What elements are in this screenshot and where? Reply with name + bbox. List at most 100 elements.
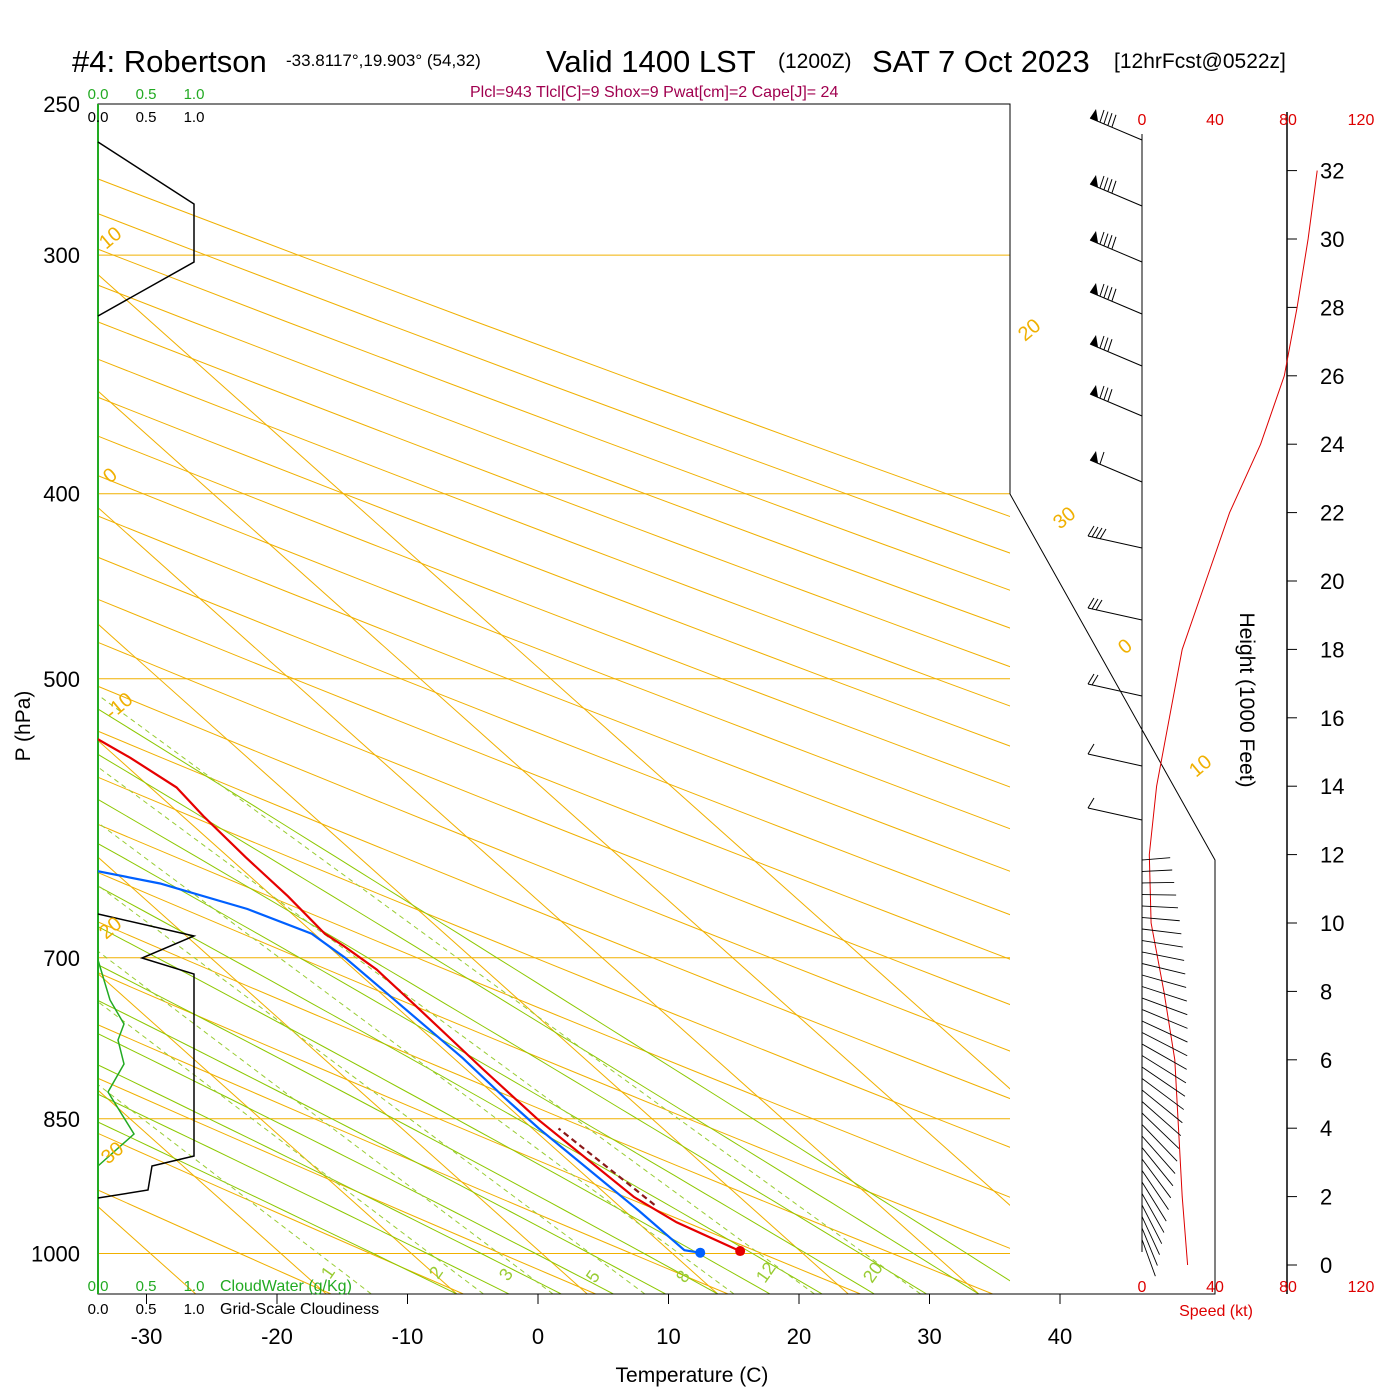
cloudwater-tick-top: 0.0: [88, 86, 109, 103]
wind-barb-low: [1141, 1147, 1174, 1187]
isotherm-line: [98, 739, 719, 1294]
dry-adiabat: [98, 178, 1010, 518]
wind-barb-flag: [1090, 231, 1098, 243]
dry-adiabat: [98, 685, 1010, 1052]
x-tick-label: 10: [656, 1324, 680, 1349]
wind-barb-low: [1141, 986, 1187, 1002]
wind-barb-line: [1099, 175, 1105, 189]
mixing-ratio-line: [98, 1084, 372, 1294]
wind-barb-low: [1141, 963, 1186, 975]
x-tick-label: -10: [392, 1324, 424, 1349]
dry-adiabat: [98, 475, 1010, 830]
mixing-ratio-line: [98, 694, 921, 1294]
wind-barb-line: [1107, 235, 1113, 248]
x-tick-label: 0: [532, 1324, 544, 1349]
wind-barb-line: [1099, 335, 1105, 349]
dry-adiabat: [98, 435, 1010, 788]
temperature-profile: [98, 738, 741, 1253]
dry-adiabat: [98, 556, 1010, 916]
wind-barb-low: [1141, 1204, 1163, 1244]
dewpoint-surface-marker: [695, 1247, 706, 1258]
x-tick-label: 40: [1048, 1324, 1072, 1349]
mixing-ratio-label: 20: [859, 1258, 887, 1286]
wind-barb-line: [1087, 673, 1095, 685]
wind-barb-staff: [1087, 683, 1143, 697]
moist-adiabat: [98, 999, 666, 1294]
wind-barb-low: [1141, 1239, 1156, 1277]
speed-tick-top: 120: [1348, 112, 1375, 129]
dry-adiabat: [98, 358, 1010, 707]
mixing-ratio-line: [98, 1001, 484, 1294]
moist-adiabat: [98, 1033, 614, 1294]
wind-barb-line: [1107, 179, 1113, 192]
speed-tick-top: 40: [1206, 112, 1224, 129]
plot-area-lines: [98, 104, 1010, 1294]
wind-barb-line: [1095, 599, 1103, 611]
y-tick-label: 400: [43, 482, 80, 507]
wind-barb-low: [1141, 997, 1188, 1016]
height-tick-label: 4: [1320, 1116, 1332, 1141]
x-tick-label: -30: [131, 1324, 163, 1349]
cloudwater-tick-bottom: 0.0: [88, 1278, 109, 1295]
moist-adiabat: [98, 1064, 562, 1294]
height-axis-title: Height (1000 Feet): [1235, 612, 1258, 787]
wind-barb-line: [1091, 598, 1099, 610]
moist-adiabat: [98, 1093, 510, 1294]
height-tick-label: 32: [1320, 159, 1344, 184]
wind-barb-low: [1141, 1078, 1185, 1110]
mixing-ratio-label: 3: [495, 1265, 517, 1285]
height-tick-label: 2: [1320, 1185, 1332, 1210]
dry-adiabat-label: -10: [101, 688, 137, 723]
wind-barb-low: [1141, 1112, 1180, 1149]
wind-barb-line: [1111, 114, 1117, 127]
wind-barb-line: [1091, 526, 1099, 538]
sounding-profiles: [98, 738, 746, 1258]
wind-barb-low: [1141, 974, 1187, 988]
dry-adiabat: [98, 248, 1010, 591]
background-lines: [97, 103, 1216, 1295]
title-zulu: (1200Z): [778, 50, 852, 73]
wind-barb-flag: [1090, 451, 1098, 463]
wind-barb-line: [1107, 113, 1113, 126]
cloudiness-tick-bottom: 1.0: [184, 1301, 205, 1318]
wind-barb-staff: [1089, 459, 1143, 483]
moist-adiabat: [98, 753, 980, 1294]
y-tick-label: 700: [43, 946, 80, 971]
moist-adiabat: [98, 843, 875, 1294]
wind-barb-low: [1141, 1101, 1182, 1137]
moist-adiabat: [98, 964, 719, 1294]
cloudwater-tick-top: 0.5: [136, 86, 157, 103]
dry-adiabat: [98, 871, 1010, 1249]
wind-barb-line: [1095, 527, 1103, 539]
height-tick-label: 12: [1320, 843, 1344, 868]
speed-tick-top: 0: [1138, 112, 1147, 129]
dry-adiabat: [98, 823, 1010, 1198]
dry-adiabat-label: 10: [1185, 751, 1216, 782]
height-tick-label: 26: [1320, 364, 1344, 389]
x-axis-title: Temperature (C): [616, 1364, 769, 1387]
wind-barb-low: [1141, 928, 1182, 935]
height-tick-label: 14: [1320, 774, 1344, 799]
wind-barb-low: [1141, 1181, 1167, 1222]
dewpoint-profile: [98, 870, 701, 1254]
height-tick-label: 0: [1320, 1253, 1332, 1278]
dry-adiabat: [98, 396, 1010, 747]
wind-barb-flag: [1090, 283, 1098, 295]
cloudiness-tick-top: 0.0: [88, 109, 109, 126]
moist-adiabat: [98, 798, 927, 1294]
mixing-ratio-line: [98, 950, 554, 1294]
wind-barb-line: [1103, 387, 1109, 400]
wind-barb-low: [1141, 1066, 1186, 1097]
wind-barb-low: [1141, 905, 1178, 909]
wind-barb-low: [1141, 940, 1183, 948]
wind-barb-line: [1111, 236, 1117, 249]
title-coords: -33.8117°,19.903° (54,32): [286, 51, 481, 70]
wind-barb-flag: [1090, 335, 1098, 347]
y-tick-label: 500: [43, 667, 80, 692]
x-tick-label: 20: [787, 1324, 811, 1349]
wind-barb-staff: [1089, 239, 1143, 263]
cloud-panel: 0.0 0.0 0.5 0.5 1.0 1.0 0.0 0.0 0.5 0.5 1.0 1.0: [88, 86, 205, 1318]
height-tick-label: 24: [1320, 432, 1344, 457]
